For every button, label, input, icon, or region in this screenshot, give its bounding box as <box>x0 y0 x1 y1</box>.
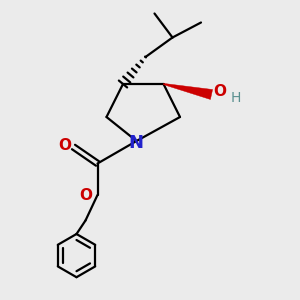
Text: O: O <box>213 84 226 99</box>
Text: O: O <box>58 138 72 153</box>
Text: O: O <box>80 188 93 202</box>
Text: N: N <box>128 134 143 152</box>
Polygon shape <box>164 83 213 100</box>
Text: H: H <box>230 91 241 105</box>
